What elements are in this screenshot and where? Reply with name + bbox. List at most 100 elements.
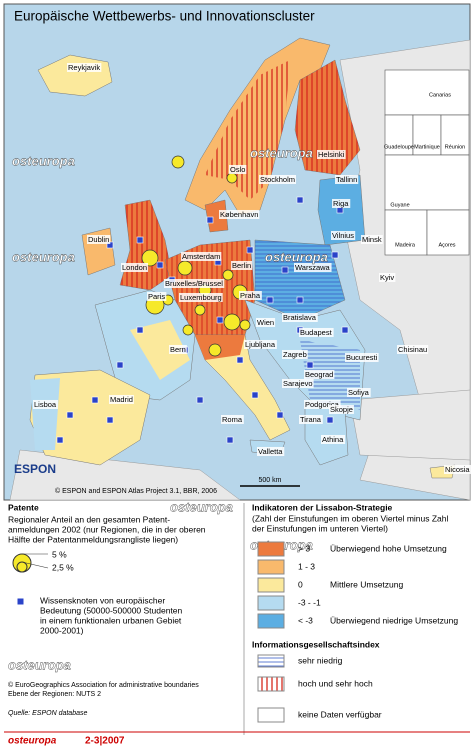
legend-text: Regionaler Anteil an den gesamten Patent… — [8, 514, 170, 524]
legend-range: < -3 — [298, 615, 313, 625]
legend-swatch — [257, 613, 285, 629]
inset-label: Guadeloupe — [384, 144, 414, 150]
city-label-bg — [294, 262, 332, 272]
city-label: London — [122, 263, 147, 272]
city-label-bg — [335, 174, 359, 184]
city-label: Helsinki — [318, 150, 345, 159]
city-label: Kyiv — [380, 273, 394, 282]
legend-item: keine Daten verfügbar — [298, 709, 382, 719]
knowledge-node — [116, 361, 124, 369]
city-label: Reykjavik — [68, 63, 100, 72]
knowledge-node — [326, 416, 334, 424]
city-label-bg — [444, 464, 472, 474]
knowledge-node — [91, 396, 99, 404]
city-label-bg — [361, 234, 383, 244]
city-label: Wien — [257, 318, 274, 327]
city-label: Vilnius — [332, 231, 354, 240]
legend-item: sehr niedrig — [298, 655, 343, 665]
city-label: Ljubljana — [245, 340, 276, 349]
watermark: osteuropa — [170, 499, 233, 514]
city-label: Stockholm — [260, 175, 295, 184]
journal: osteuropa — [8, 736, 57, 747]
city-label: Budapest — [300, 328, 333, 337]
city-label: Chisinau — [398, 345, 427, 354]
watermark: osteuropa — [12, 153, 75, 168]
city-label: Zagreb — [283, 350, 307, 359]
legend-item: hoch und sehr hoch — [298, 678, 373, 688]
city-label: Amsterdam — [182, 252, 220, 261]
footer-text: © EuroGeographics Association for admini… — [8, 681, 199, 689]
city-label: Paris — [148, 292, 165, 301]
map-labels: Reykjavik Helsinki Oslo Stockholm Tallinn Rig… — [33, 62, 472, 474]
patent-circle — [222, 269, 234, 281]
knowledge-node — [281, 266, 289, 274]
legend-text: Hälfte der Patentanmeldungsrangliste lie… — [8, 534, 178, 544]
watermark: osteuropa — [12, 249, 75, 264]
city-label: Sofiya — [348, 388, 370, 397]
city-label: Berlin — [232, 261, 251, 270]
city-label: Bucuresti — [346, 353, 378, 362]
knowledge-node — [66, 411, 74, 419]
city-label: Dublin — [88, 235, 109, 244]
city-label-bg — [282, 349, 308, 359]
knowledge-node — [206, 216, 214, 224]
city-label-bg — [239, 290, 262, 300]
inset-label: Açores — [438, 242, 455, 248]
legend-range: > 3 — [298, 543, 310, 553]
city-label-bg — [259, 174, 297, 184]
footer-text: Ebene der Regionen: NUTS 2 — [8, 691, 101, 698]
city-label-bg — [317, 149, 346, 159]
city-label-bg — [109, 394, 134, 404]
legend-swatch — [257, 559, 285, 575]
legend-swatch — [257, 541, 285, 557]
city-label: Warszawa — [295, 263, 331, 272]
city-label: Tallinn — [336, 175, 357, 184]
city-label: Madrid — [110, 395, 133, 404]
city-label-bg — [257, 446, 285, 456]
city-label-bg — [299, 327, 334, 337]
city-label: Beograd — [305, 370, 333, 379]
patent-circle — [171, 155, 185, 169]
legend-range: 1 - 3 — [298, 561, 315, 571]
city-label-bg — [304, 399, 341, 409]
legend-title: Indikatoren der Lissabon-Strategie — [252, 502, 393, 512]
legend-text: anmeldungen 2002 (nur Regionen, die in d… — [8, 524, 206, 534]
watermark: osteuropa — [8, 657, 71, 672]
city-label-bg — [221, 414, 244, 424]
city-label: Sarajevo — [283, 379, 313, 388]
patent-circle — [194, 304, 206, 316]
city-label-bg — [282, 378, 314, 388]
city-label-bg — [244, 339, 277, 349]
city-label-bg — [332, 198, 351, 208]
city-label-bg — [179, 292, 223, 302]
city-label-bg — [231, 260, 253, 270]
patent-circle — [141, 249, 159, 267]
patent-circle — [239, 319, 251, 331]
inset-label: Guyane — [390, 202, 409, 208]
city-label-bg — [87, 234, 111, 244]
footer-text: Quelle: ESPON database — [8, 710, 87, 717]
patent-circle — [208, 343, 222, 357]
legend-text: (Zahl der Einstufungen im oberen Viertel… — [252, 513, 448, 523]
city-label-bg — [379, 272, 396, 282]
title: Europäische Wettbewerbs- und Innovations… — [14, 9, 315, 24]
knowledge-node — [216, 316, 224, 324]
knowledge-node — [136, 326, 144, 334]
legend-swatch — [257, 577, 285, 593]
city-label: Podgorica — [305, 400, 340, 409]
city-label: Luxembourg — [180, 293, 222, 302]
knowledge-node — [56, 436, 64, 444]
legend-range: -3 - -1 — [298, 597, 321, 607]
legend-text: 2,5 % — [52, 562, 74, 572]
city-label: Bern — [170, 345, 186, 354]
city-label-bg — [219, 209, 260, 219]
knowledge-node — [296, 296, 304, 304]
city-label-bg — [347, 387, 371, 397]
knowledge-node — [306, 361, 314, 369]
knowledge-node — [236, 356, 244, 364]
city-label-bg — [331, 230, 356, 240]
city-label-bg — [169, 344, 187, 354]
inset-label: Madeira — [395, 242, 416, 248]
knowledge-node — [106, 416, 114, 424]
